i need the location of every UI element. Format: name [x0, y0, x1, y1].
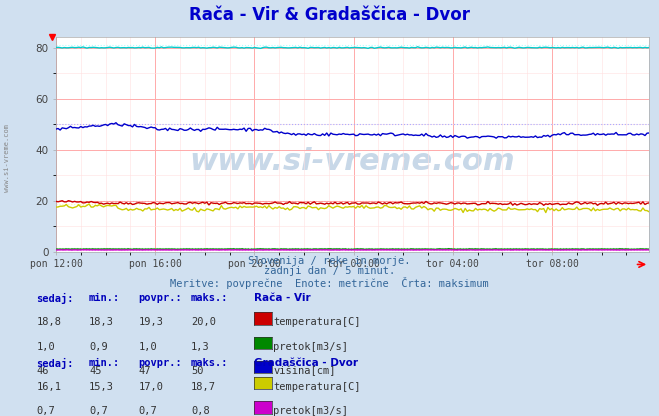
Text: Meritve: povprečne  Enote: metrične  Črta: maksimum: Meritve: povprečne Enote: metrične Črta:…: [170, 277, 489, 289]
Text: 47: 47: [138, 366, 151, 376]
Text: 45: 45: [89, 366, 101, 376]
Text: min.:: min.:: [89, 293, 120, 303]
Text: 17,0: 17,0: [138, 382, 163, 392]
Text: 16,1: 16,1: [36, 382, 61, 392]
Text: 1,0: 1,0: [138, 342, 157, 352]
Text: 0,7: 0,7: [89, 406, 107, 416]
Text: zadnji dan / 5 minut.: zadnji dan / 5 minut.: [264, 266, 395, 276]
Text: min.:: min.:: [89, 358, 120, 368]
Text: temperatura[C]: temperatura[C]: [273, 317, 361, 327]
Text: sedaj:: sedaj:: [36, 293, 74, 305]
Text: maks.:: maks.:: [191, 293, 229, 303]
Text: sedaj:: sedaj:: [36, 358, 74, 369]
Text: 0,8: 0,8: [191, 406, 210, 416]
Text: temperatura[C]: temperatura[C]: [273, 382, 361, 392]
Text: Slovenija / reke in morje.: Slovenija / reke in morje.: [248, 256, 411, 266]
Text: 1,0: 1,0: [36, 342, 55, 352]
Text: maks.:: maks.:: [191, 358, 229, 368]
Text: višina[cm]: višina[cm]: [273, 366, 336, 376]
Text: povpr.:: povpr.:: [138, 293, 182, 303]
Text: 0,9: 0,9: [89, 342, 107, 352]
Text: 18,8: 18,8: [36, 317, 61, 327]
Text: Rača - Vir & Gradaščica - Dvor: Rača - Vir & Gradaščica - Dvor: [189, 6, 470, 24]
Text: Rača - Vir: Rača - Vir: [254, 293, 310, 303]
Text: www.si-vreme.com: www.si-vreme.com: [190, 147, 515, 176]
Text: 1,3: 1,3: [191, 342, 210, 352]
Text: 19,3: 19,3: [138, 317, 163, 327]
Text: 15,3: 15,3: [89, 382, 114, 392]
Text: 20,0: 20,0: [191, 317, 216, 327]
Text: 50: 50: [191, 366, 204, 376]
Text: pretok[m3/s]: pretok[m3/s]: [273, 342, 349, 352]
Text: pretok[m3/s]: pretok[m3/s]: [273, 406, 349, 416]
Text: 18,7: 18,7: [191, 382, 216, 392]
Text: 46: 46: [36, 366, 49, 376]
Text: 18,3: 18,3: [89, 317, 114, 327]
Text: 0,7: 0,7: [36, 406, 55, 416]
Text: 0,7: 0,7: [138, 406, 157, 416]
Text: www.si-vreme.com: www.si-vreme.com: [3, 124, 10, 192]
Text: Gradaščica - Dvor: Gradaščica - Dvor: [254, 358, 358, 368]
Text: povpr.:: povpr.:: [138, 358, 182, 368]
